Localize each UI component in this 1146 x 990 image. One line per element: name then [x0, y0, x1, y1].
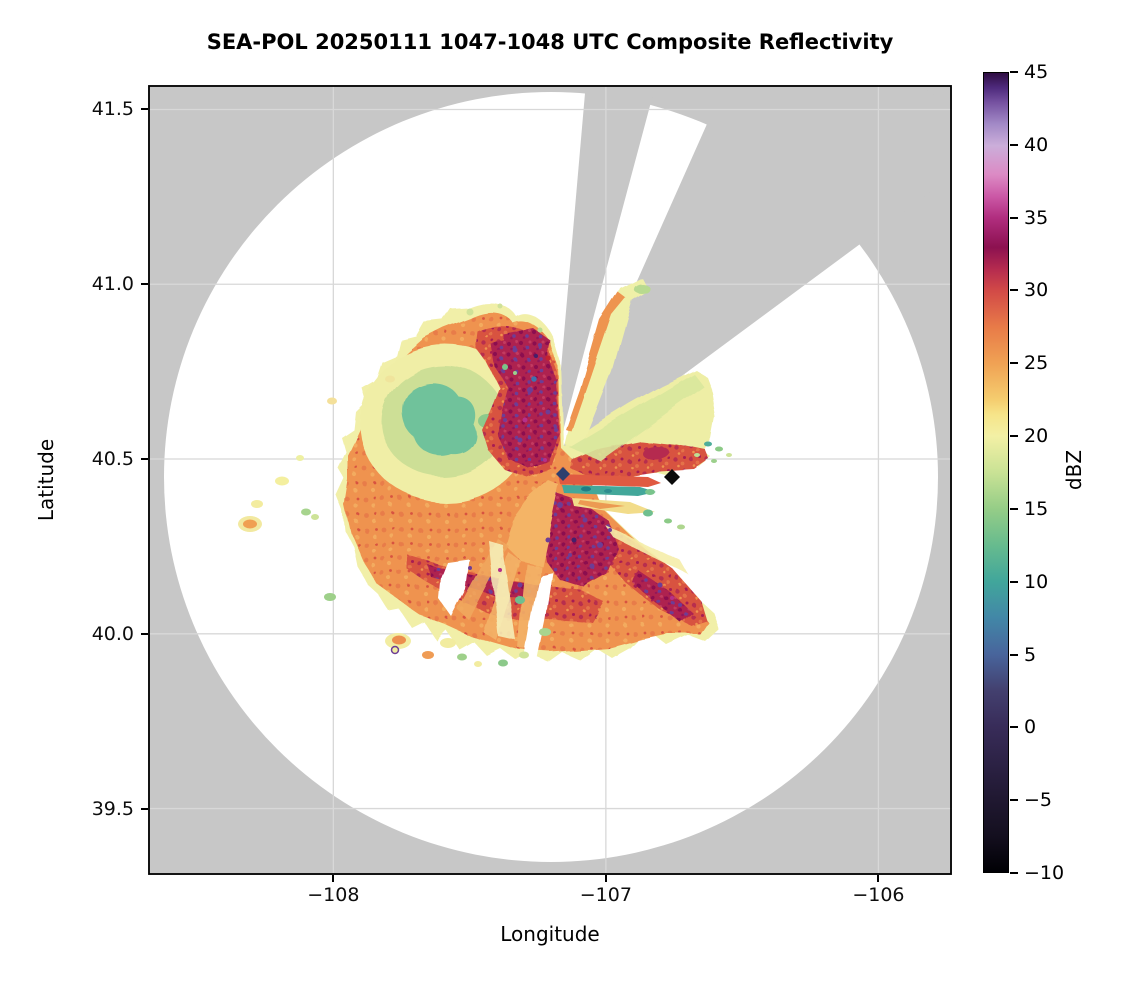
- colorbar-tick-label: −10: [1024, 862, 1065, 884]
- y-tick-label: 41.5: [91, 98, 134, 121]
- blocked-sector-north: [552, 85, 656, 472]
- y-tick-mark: [141, 108, 148, 111]
- y-tick-mark: [141, 807, 148, 810]
- echo-crimson-core-south: [540, 490, 618, 588]
- axes-frame: [148, 85, 952, 875]
- y-tick-mark: [141, 283, 148, 286]
- x-tick-label: −106: [852, 884, 905, 906]
- echo-sliver-green-frag: [633, 283, 649, 293]
- white-gap-south-2: [440, 560, 470, 617]
- x-axis-label: Longitude: [500, 922, 600, 946]
- colorbar-tick-mark: [1010, 653, 1018, 656]
- echo-purple-speckles: [468, 343, 682, 607]
- colorbar-label: dBZ: [1062, 449, 1086, 491]
- clutter-streak-red: [558, 474, 661, 487]
- chart-title: SEA-POL 20250111 1047-1048 UTC Composite…: [206, 30, 894, 54]
- y-tick-label: 41.0: [91, 273, 134, 296]
- isolated-specks: [238, 375, 551, 667]
- colorbar-tick-mark: [1010, 289, 1018, 292]
- weak-echo-green-pocket: [403, 383, 477, 457]
- echo-sliver-orange: [566, 292, 626, 432]
- clutter-ray-1: [518, 563, 540, 650]
- colorbar-tick-label: 15: [1024, 497, 1049, 520]
- site-marker-diamond: [664, 469, 680, 485]
- echo-crimson-top: [505, 330, 552, 362]
- y-tick-label: 39.5: [91, 797, 134, 820]
- y-tick-label: 40.5: [91, 448, 134, 471]
- colorbar-tick-mark: [1010, 507, 1018, 510]
- colorbar-tick-mark: [1010, 726, 1018, 729]
- colorbar-tick-mark: [1010, 872, 1018, 874]
- x-tick-mark: [332, 875, 335, 882]
- clutter-fan-tan: [505, 480, 558, 565]
- echo-red-se-band: [595, 520, 706, 625]
- colorbar-tick-mark: [1010, 71, 1018, 73]
- clutter-streaks-east: [558, 474, 685, 530]
- colorbar-tick-mark: [1010, 799, 1018, 802]
- white-gap-south-1: [524, 572, 553, 664]
- colorbar-tick-mark: [1010, 435, 1018, 438]
- y-tick-label: 40.0: [91, 622, 134, 645]
- x-tick-label: −107: [579, 884, 632, 906]
- colorbar-tick-mark: [1010, 362, 1018, 365]
- colorbar-tick-mark: [1010, 216, 1018, 219]
- radar-echo-field: [336, 277, 719, 664]
- gridlines: [148, 85, 952, 875]
- pale-band-between-rays: [488, 540, 516, 640]
- echo-specks-east: [694, 441, 732, 463]
- colorbar-tick-label: 10: [1024, 570, 1049, 593]
- x-tick-label: −108: [307, 884, 360, 906]
- colorbar-tick-label: 20: [1024, 425, 1049, 448]
- colorbar-tick-label: 0: [1024, 716, 1037, 739]
- echo-crimson-band-se: [634, 570, 692, 622]
- y-axis-label: Latitude: [34, 438, 58, 522]
- echo-crimson-core-nw: [492, 340, 559, 468]
- pale-band-se: [604, 524, 688, 574]
- colorbar: [983, 72, 1009, 873]
- y-tick-mark: [141, 632, 148, 635]
- colorbar-tick-label: 25: [1024, 352, 1049, 375]
- echo-fringe-sliver: [565, 277, 648, 448]
- colorbar-tick-mark: [1010, 580, 1018, 583]
- colorbar-tick-label: −5: [1024, 789, 1053, 812]
- x-tick-mark: [877, 875, 880, 882]
- x-tick-mark: [604, 875, 607, 882]
- radar-pixel-diamond: [556, 467, 570, 481]
- colorbar-tick-label: 30: [1024, 279, 1049, 302]
- colorbar-tick-label: 40: [1024, 133, 1049, 156]
- colorbar-tick-label: 5: [1024, 643, 1037, 666]
- echo-crimson-spot-east: [641, 445, 669, 459]
- east-lobe-fringe-accent: [570, 374, 703, 460]
- colorbar-tick-mark: [1010, 143, 1018, 146]
- colorbar-tick-label: 35: [1024, 206, 1049, 229]
- y-tick-mark: [141, 458, 148, 461]
- blocked-sector-northeast: [552, 85, 952, 472]
- radar-map-plot: [148, 85, 952, 875]
- echo-dots-nw: [466, 303, 551, 382]
- colorbar-tick-label: 45: [1024, 61, 1049, 83]
